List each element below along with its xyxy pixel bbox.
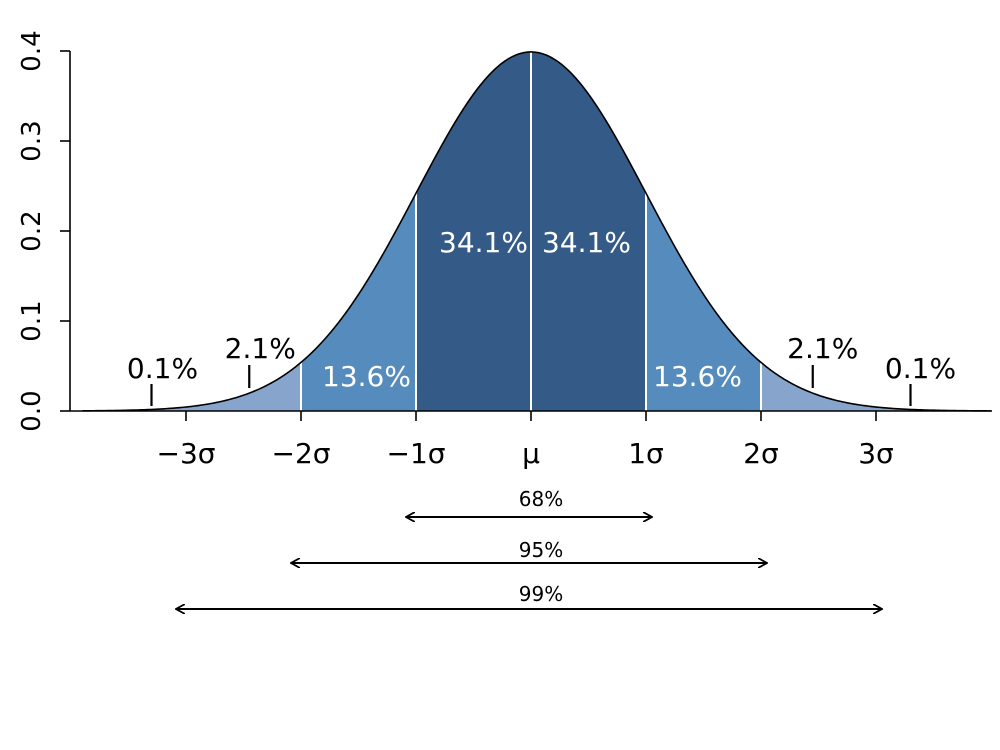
x-tick-label: 1σ <box>628 437 664 470</box>
x-tick-label: −2σ <box>271 437 330 470</box>
region-area-2 <box>416 51 531 411</box>
x-tick-label: −3σ <box>156 437 215 470</box>
outer-percent-label: 2.1% <box>787 332 858 365</box>
outer-percent-label: 0.1% <box>885 352 956 385</box>
x-tick-label: 3σ <box>858 437 894 470</box>
inner-percent-label: 34.1% <box>439 226 528 259</box>
density-curve <box>82 51 992 412</box>
inner-percent-label: 34.1% <box>542 226 631 259</box>
y-tick-label: 0.2 <box>17 210 47 251</box>
outer-percent-label: 0.1% <box>127 352 198 385</box>
range-label: 95% <box>519 538 563 562</box>
region-area-5 <box>761 362 991 411</box>
range-label: 68% <box>519 487 563 511</box>
x-tick-label: μ <box>522 437 540 470</box>
x-tick-label: 2σ <box>743 437 779 470</box>
region-area-0 <box>82 362 301 411</box>
y-tick-label: 0.4 <box>17 30 47 71</box>
range-label: 99% <box>519 582 563 606</box>
y-tick-label: 0.1 <box>17 300 47 341</box>
region-area-3 <box>531 51 646 411</box>
y-tick-label: 0.0 <box>17 390 47 431</box>
x-tick-label: −1σ <box>386 437 445 470</box>
inner-percent-label: 13.6% <box>322 360 411 393</box>
outer-percent-label: 2.1% <box>225 332 296 365</box>
inner-percent-label: 13.6% <box>653 360 742 393</box>
y-tick-label: 0.3 <box>17 120 47 161</box>
